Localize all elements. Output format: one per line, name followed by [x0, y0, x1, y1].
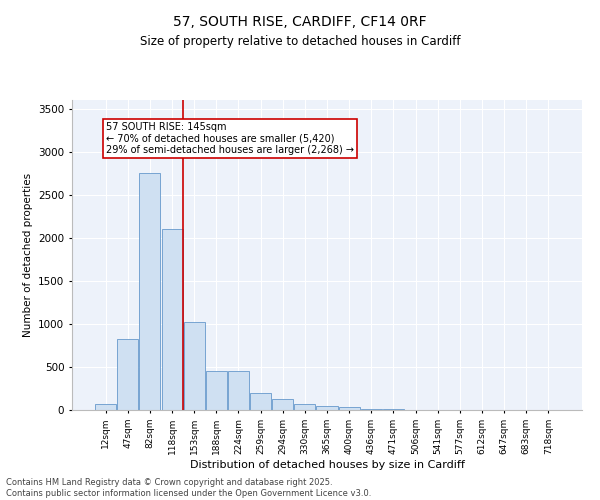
Bar — [95, 404, 116, 410]
Bar — [250, 393, 271, 410]
Bar — [118, 338, 139, 410]
Bar — [228, 371, 249, 410]
Y-axis label: Number of detached properties: Number of detached properties — [23, 173, 32, 337]
Text: 57 SOUTH RISE: 145sqm
← 70% of detached houses are smaller (5,420)
29% of semi-d: 57 SOUTH RISE: 145sqm ← 70% of detached … — [106, 122, 354, 154]
Bar — [338, 408, 359, 410]
Bar — [316, 406, 338, 410]
Bar — [184, 322, 205, 410]
Text: Size of property relative to detached houses in Cardiff: Size of property relative to detached ho… — [140, 35, 460, 48]
Bar — [139, 173, 160, 410]
X-axis label: Distribution of detached houses by size in Cardiff: Distribution of detached houses by size … — [190, 460, 464, 469]
Text: Contains HM Land Registry data © Crown copyright and database right 2025.
Contai: Contains HM Land Registry data © Crown c… — [6, 478, 371, 498]
Bar — [272, 399, 293, 410]
Bar — [161, 229, 182, 410]
Bar — [361, 408, 382, 410]
Bar — [206, 371, 227, 410]
Text: 57, SOUTH RISE, CARDIFF, CF14 0RF: 57, SOUTH RISE, CARDIFF, CF14 0RF — [173, 15, 427, 29]
Bar — [295, 404, 316, 410]
